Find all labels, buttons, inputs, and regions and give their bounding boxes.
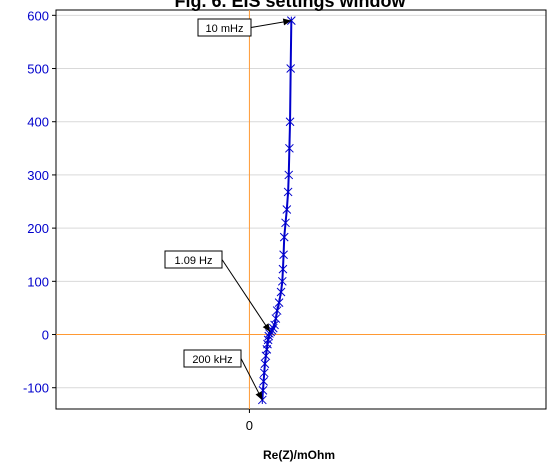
y-tick-label: 500 (27, 62, 49, 77)
annotation: 10 mHz (197, 18, 292, 37)
x-axis-label: Re(Z)/mOhm (263, 448, 335, 462)
data-point (279, 250, 288, 260)
data-point (286, 64, 296, 73)
y-tick-labels: -100 0 100 200 300 400 500 600 (23, 8, 56, 396)
y-tick-label: 0 (42, 328, 49, 343)
data-point (274, 298, 284, 307)
data-point (277, 276, 287, 286)
x-tick-label: 0 (246, 418, 253, 433)
y-tick-label: -100 (23, 381, 49, 396)
series-layer (257, 16, 296, 405)
data-point (259, 368, 269, 378)
data-point (285, 117, 295, 127)
y-tick-label: 400 (27, 115, 49, 130)
annotation-arrow (221, 259, 271, 333)
y-tick-label: 600 (27, 8, 49, 23)
annotations: 10 mHz 1.09 Hz 200 kHz (164, 18, 292, 401)
data-point (276, 287, 286, 297)
y-tick-label: 300 (27, 168, 49, 183)
annotation-label: 10 mHz (206, 23, 244, 35)
annotation-label: 1.09 Hz (175, 255, 213, 267)
chart-title: Fig. 6. EIS settings window (174, 0, 406, 11)
plot-frame (55, 9, 547, 410)
data-point (284, 170, 294, 180)
annotation-label: 200 kHz (192, 354, 232, 366)
data-point (285, 143, 294, 153)
data-point (281, 218, 290, 228)
data-point (278, 264, 288, 274)
data-point (271, 314, 281, 323)
grid (56, 14, 546, 389)
annotation-arrowhead (262, 323, 271, 332)
annotation-arrowhead (255, 391, 263, 400)
x-tick-labels: 0 (246, 409, 253, 433)
axes (55, 9, 547, 410)
data-point (259, 376, 268, 386)
data-point (282, 205, 292, 214)
annotation-arrowhead (282, 18, 292, 26)
annotation: 200 kHz (183, 349, 263, 401)
data-point (283, 187, 293, 197)
y-tick-label: 100 (27, 274, 49, 289)
data-point (268, 323, 278, 333)
data-point (279, 232, 289, 242)
crosshair-lines (56, 10, 546, 409)
y-tick-label: 200 (27, 221, 49, 236)
annotation: 1.09 Hz (164, 250, 271, 333)
data-point (260, 359, 270, 369)
data-point (272, 306, 282, 315)
